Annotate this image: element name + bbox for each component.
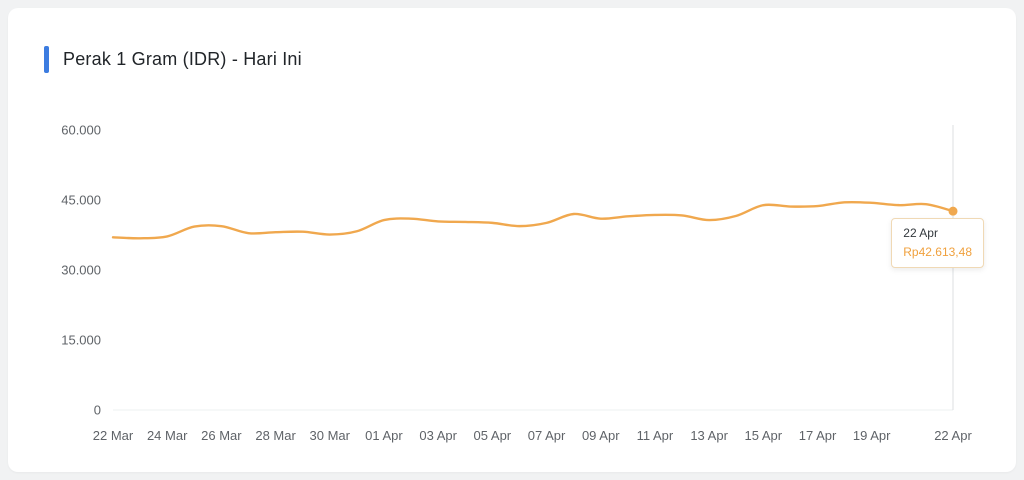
- x-axis-tick-label: 17 Apr: [799, 428, 837, 443]
- x-axis-tick-label: 26 Mar: [201, 428, 242, 443]
- last-point-marker[interactable]: [948, 206, 958, 216]
- x-axis-tick-label: 28 Mar: [255, 428, 296, 443]
- y-axis-tick-label: 45.000: [61, 193, 101, 208]
- x-axis-tick-label: 30 Mar: [310, 428, 351, 443]
- y-axis-tick-label: 0: [94, 403, 101, 418]
- x-axis-tick-label: 11 Apr: [637, 428, 674, 443]
- chart-card: Perak 1 Gram (IDR) - Hari Ini 0 15.000 30.…: [8, 8, 1016, 472]
- x-axis-tick-label: 24 Mar: [147, 428, 188, 443]
- x-axis-tick-label: 07 Apr: [528, 428, 566, 443]
- price-line: [111, 200, 955, 240]
- x-axis-tick-label: 05 Apr: [474, 428, 512, 443]
- y-axis-tick-label: 15.000: [61, 333, 101, 348]
- x-axis-tick-label: 15 Apr: [745, 428, 783, 443]
- tooltip-date: 22 Apr: [903, 226, 938, 240]
- page-title: Perak 1 Gram (IDR) - Hari Ini: [63, 49, 302, 69]
- x-axis-tick-label: 01 Apr: [365, 428, 403, 443]
- y-axis-tick-label: 30.000: [61, 263, 101, 278]
- price-line-chart[interactable]: 0 15.000 30.000 45.000 60.000 22 Mar 24 Mar 26 …: [28, 100, 988, 460]
- y-axis-tick-label: 60.000: [61, 123, 101, 138]
- x-axis-tick-label: 13 Apr: [690, 428, 728, 443]
- x-axis-tick-label: 09 Apr: [582, 428, 620, 443]
- x-axis-tick-label: 19 Apr: [853, 428, 891, 443]
- x-axis-tick-label: 03 Apr: [419, 428, 457, 443]
- x-axis-tick-label: 22 Apr: [934, 428, 972, 443]
- tooltip-value: Rp42.613,48: [903, 245, 972, 259]
- card-header: Perak 1 Gram (IDR) - Hari Ini: [44, 46, 302, 73]
- price-tooltip: 22 Apr Rp42.613,48: [891, 218, 984, 268]
- title-accent-bar: [44, 46, 49, 73]
- price-chart-area[interactable]: 0 15.000 30.000 45.000 60.000 22 Mar 24 Mar 26 …: [28, 100, 988, 460]
- x-axis-tick-label: 22 Mar: [93, 428, 134, 443]
